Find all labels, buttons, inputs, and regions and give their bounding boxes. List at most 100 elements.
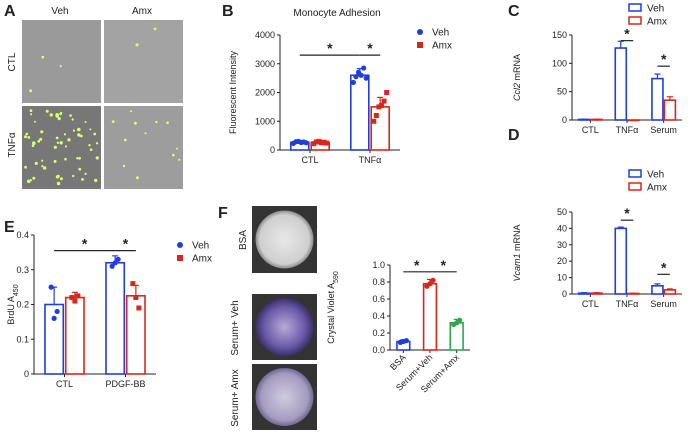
y-tick-label: 0: [270, 145, 275, 155]
y-axis-label-text: Crystal Violet A: [326, 283, 336, 344]
micrograph-tnfa-amx: [104, 106, 183, 189]
significance-star: *: [327, 40, 333, 56]
well-row-label-bsa: BSA: [238, 230, 249, 250]
data-point: [373, 113, 379, 118]
adherent-cell-dot: [89, 148, 93, 151]
adherent-cell-dot: [88, 144, 91, 147]
bar: [663, 289, 677, 295]
x-tick-label: CTL: [56, 379, 73, 389]
bar: [651, 77, 664, 121]
adherent-cell-dot: [55, 136, 59, 140]
adherent-cell-dot: [24, 165, 27, 169]
adherent-cell-dot: [155, 120, 158, 124]
data-point: [376, 104, 382, 110]
y-tick-label: 20: [557, 256, 567, 266]
adherent-cell-dot: [41, 55, 45, 59]
adherent-cell-dot: [136, 176, 139, 180]
adherent-cell-dot: [31, 144, 35, 148]
legend-marker: [628, 16, 642, 25]
x-tick-label: Serum: [650, 125, 677, 135]
adherent-cell-dot: [32, 176, 36, 180]
legend-marker: [628, 169, 642, 178]
y-tick-label: 50: [557, 207, 567, 217]
y-tick-label: 0.2: [16, 300, 29, 310]
chart-d: D 0 10 20 30 40 50 Vcam1 mRNA CTL TNFα Serum * * Veh A…: [508, 127, 682, 309]
legend-marker: [177, 255, 183, 261]
x-tick-label: PDGF-BB: [105, 379, 145, 389]
micrograph-ctl-veh: [22, 20, 101, 103]
y-tick-label: 0.6: [372, 294, 385, 304]
adherent-cell-dot: [53, 145, 57, 149]
data-point: [48, 284, 54, 290]
panel-d-label: D: [508, 127, 520, 144]
chart-e: E 0 0.1 0.2 0.3 0.4 BrdU A450 CTL PDGF-BB * * Veh Am…: [4, 219, 212, 389]
adherent-cell-dot: [56, 141, 60, 144]
data-point: [403, 338, 409, 344]
y-axis-label-subscript: 590: [333, 271, 340, 283]
adherent-cell-dot: [56, 181, 61, 186]
x-tick-label: CTL: [582, 125, 599, 135]
data-point: [54, 308, 60, 315]
legend-label: Veh: [647, 4, 664, 15]
legend-label: Veh: [432, 28, 449, 39]
adherent-cell-dot: [84, 172, 87, 175]
legend-marker: [417, 42, 423, 48]
bar: [651, 284, 664, 295]
bar: [64, 296, 85, 375]
legend-label: Veh: [192, 241, 209, 252]
adherent-cell-dot: [32, 141, 36, 145]
adherent-cell-dot: [172, 153, 175, 157]
adherent-cell-dot: [59, 112, 62, 116]
adherent-cell-dot: [40, 130, 44, 134]
bar: [349, 74, 370, 151]
data-point: [378, 102, 384, 108]
adherent-cell-dot: [95, 156, 100, 160]
y-tick-label: 30: [557, 240, 567, 250]
adherent-cell-dot: [34, 120, 36, 123]
adherent-cell-dot: [41, 159, 44, 162]
adherent-cell-dot: [78, 167, 82, 171]
panel-c-label: C: [508, 3, 520, 20]
x-tick-label: CTL: [301, 155, 318, 165]
significance-star: *: [441, 257, 447, 273]
legend-label: Amx: [192, 254, 212, 265]
adherent-cell-dot: [53, 159, 57, 163]
y-axis-label: Crystal Violet A590: [326, 271, 340, 344]
data-point: [457, 317, 463, 323]
well-row-label-serum-amx: Serum+ Amx: [230, 369, 241, 427]
adherent-cell-dot: [55, 175, 60, 179]
panel-a: A Veh Amx CTL TNFα: [4, 3, 183, 189]
panel-f-images: F BSA Serum+ Veh Serum+ Amx: [218, 205, 317, 430]
adherent-cell-dot: [67, 138, 71, 142]
y-tick-label: 0.4: [16, 230, 29, 240]
y-tick-label: 0.3: [16, 265, 29, 275]
row-label-tnfa: TNFα: [7, 132, 18, 157]
panel-b-label: B: [222, 3, 234, 20]
y-axis-label-text: Fluorescent Intensity: [228, 50, 238, 134]
data-point: [109, 263, 115, 269]
data-point: [371, 118, 377, 124]
data-point: [318, 140, 324, 146]
y-tick-label: 0.4: [372, 311, 385, 321]
data-point: [311, 141, 317, 147]
x-tick-label: TNFα: [616, 125, 639, 135]
bar: [44, 303, 65, 375]
data-point: [358, 72, 364, 78]
legend-marker: [417, 29, 423, 35]
y-axis-label-italic: Ccl2: [512, 83, 522, 101]
data-point: [133, 295, 139, 301]
legend-marker: [177, 242, 183, 248]
micrograph-ctl-amx: [104, 20, 183, 103]
adherent-cell-dot: [26, 179, 31, 184]
bar: [663, 99, 677, 121]
data-point: [51, 315, 57, 321]
y-axis-label-italic: Vcam1: [512, 253, 522, 281]
panel-e-label: E: [4, 219, 15, 236]
y-tick-label: 0.0: [372, 345, 385, 355]
adherent-cell-dot: [89, 128, 92, 131]
data-point: [130, 281, 136, 287]
y-axis-label-rest: mRNA: [512, 224, 522, 253]
well-serum-veh: [255, 298, 314, 356]
x-tick-label: CTL: [582, 299, 599, 309]
adherent-cell-dot: [81, 178, 84, 181]
